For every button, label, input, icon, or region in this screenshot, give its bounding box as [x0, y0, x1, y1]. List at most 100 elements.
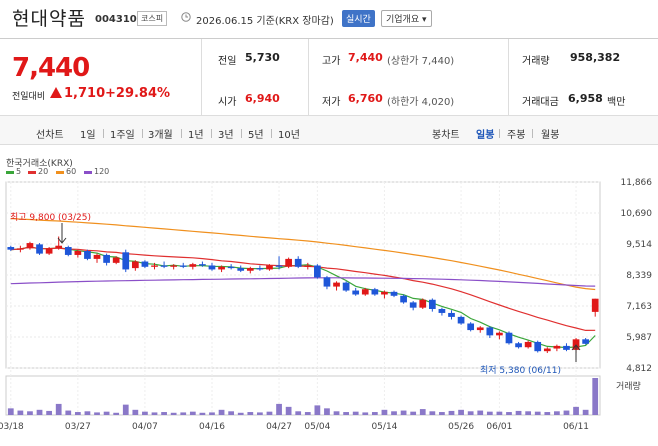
- volume-bar: [582, 409, 589, 415]
- candle-body: [151, 265, 158, 267]
- candle-body: [476, 327, 484, 331]
- change-value: 1,710: [64, 86, 106, 101]
- y-tick-label: 4,812: [626, 364, 652, 374]
- volume-bar: [391, 411, 397, 415]
- tab-1week[interactable]: 1주일: [110, 130, 135, 141]
- tab-10year[interactable]: 10년: [278, 130, 300, 141]
- volume-bar: [534, 411, 541, 415]
- chart-grid: [5, 181, 601, 416]
- tab-5year[interactable]: 5년: [248, 130, 264, 141]
- candle-body: [304, 265, 312, 267]
- volume-bar: [189, 411, 196, 415]
- amount-label: 거래대금: [522, 97, 559, 108]
- candle-body: [428, 299, 436, 309]
- tab-1day[interactable]: 1일: [80, 130, 96, 141]
- tab-separator: [103, 129, 104, 138]
- volume-bars: [7, 378, 599, 415]
- tab-separator: [181, 129, 182, 138]
- candle-body: [141, 261, 149, 267]
- period-tab-bar: [0, 116, 658, 145]
- tab-3year[interactable]: 3년: [218, 130, 234, 141]
- tab-1year[interactable]: 1년: [188, 130, 204, 141]
- volume-bar: [419, 409, 426, 415]
- volume-bar: [506, 412, 512, 415]
- volume-bar: [180, 412, 187, 415]
- low-annotation: 최저 5,380 (06/11): [480, 365, 561, 376]
- low-label: 저가: [322, 97, 341, 108]
- candle-body: [534, 341, 542, 352]
- candle-body: [112, 257, 120, 263]
- volume-bar: [429, 411, 436, 415]
- stock-name: 현대약품: [12, 8, 86, 30]
- volume-bar: [496, 411, 503, 415]
- tab-weekly[interactable]: 주봉: [507, 130, 526, 141]
- x-tick-label: 04/07: [132, 422, 158, 432]
- candle-body: [563, 345, 570, 350]
- legend-swatch-ma120: [84, 171, 92, 174]
- candle-body: [352, 290, 360, 295]
- candle-body: [103, 254, 110, 263]
- volume-bar: [304, 412, 311, 415]
- candle-body: [419, 299, 427, 308]
- tab-line-chart[interactable]: 선차트: [36, 130, 64, 141]
- tab-separator: [211, 129, 212, 138]
- divider: [308, 39, 309, 115]
- volume-bar: [257, 412, 263, 415]
- volume-bar: [477, 410, 484, 415]
- volume-bar: [343, 412, 349, 415]
- tab-candle-chart[interactable]: 봉차트: [432, 130, 460, 141]
- company-overview-button[interactable]: 기업개요 ▾: [381, 10, 432, 27]
- candle-body: [400, 295, 407, 303]
- candle-body: [208, 265, 216, 270]
- volume-bar: [439, 412, 445, 415]
- x-tick-label: 05/04: [304, 422, 330, 432]
- volume-axis-label: 거래량: [616, 380, 641, 392]
- volume-bar: [458, 409, 464, 415]
- amount-value: 6,958: [568, 92, 603, 105]
- volume-bar: [170, 412, 177, 415]
- volume-bar: [209, 412, 215, 415]
- tab-monthly[interactable]: 월봉: [541, 130, 560, 141]
- stock-chart[interactable]: 11,866 10,690 9,514 8,339 7,163 5,987 4,812 03…: [0, 176, 658, 446]
- volume-bar: [228, 411, 235, 415]
- volume-bar: [247, 412, 254, 415]
- volume-bar: [113, 412, 120, 415]
- volume-bar: [65, 410, 72, 415]
- candle-body: [409, 302, 417, 308]
- candle-body: [543, 348, 551, 352]
- candle-body: [381, 291, 388, 295]
- open-value: 6,940: [245, 92, 280, 105]
- candle-body: [371, 289, 379, 295]
- candle-body: [361, 289, 369, 295]
- high-annotation: 최고 9,800 (03/25): [10, 212, 91, 223]
- volume-bar: [7, 408, 14, 415]
- candle-body: [93, 254, 101, 259]
- y-tick-label: 7,163: [626, 302, 652, 312]
- change-label: 전일대비: [12, 92, 46, 102]
- volume-bar: [515, 410, 522, 415]
- candle-body: [179, 265, 187, 267]
- volume-bar: [36, 409, 43, 415]
- prev-close-label: 전일: [218, 56, 237, 67]
- low-value: 6,760: [348, 92, 383, 105]
- low-arrow-icon: [571, 344, 581, 362]
- candle-body: [64, 247, 72, 255]
- x-tick-label: 04/16: [199, 422, 225, 432]
- tab-separator: [271, 129, 272, 138]
- x-tick-label: 06/11: [563, 422, 589, 432]
- open-label: 시가: [218, 97, 237, 108]
- candle-body: [582, 339, 589, 344]
- tab-daily[interactable]: 일봉: [476, 130, 495, 141]
- volume-bar: [151, 412, 158, 415]
- x-tick-label: 06/01: [486, 422, 512, 432]
- volume-label: 거래량: [522, 56, 550, 67]
- legend-ma60: 60: [66, 167, 77, 176]
- ma20-line: [10, 246, 596, 332]
- candle-body: [438, 308, 446, 313]
- tab-3month[interactable]: 3개월: [148, 130, 173, 141]
- moving-average-lines: [10, 217, 596, 349]
- candle-body: [266, 265, 273, 270]
- realtime-button[interactable]: 실시간: [342, 10, 375, 27]
- date-info: 2026.06.15 기준(KRX 장마감): [196, 16, 334, 27]
- candles: [7, 236, 599, 354]
